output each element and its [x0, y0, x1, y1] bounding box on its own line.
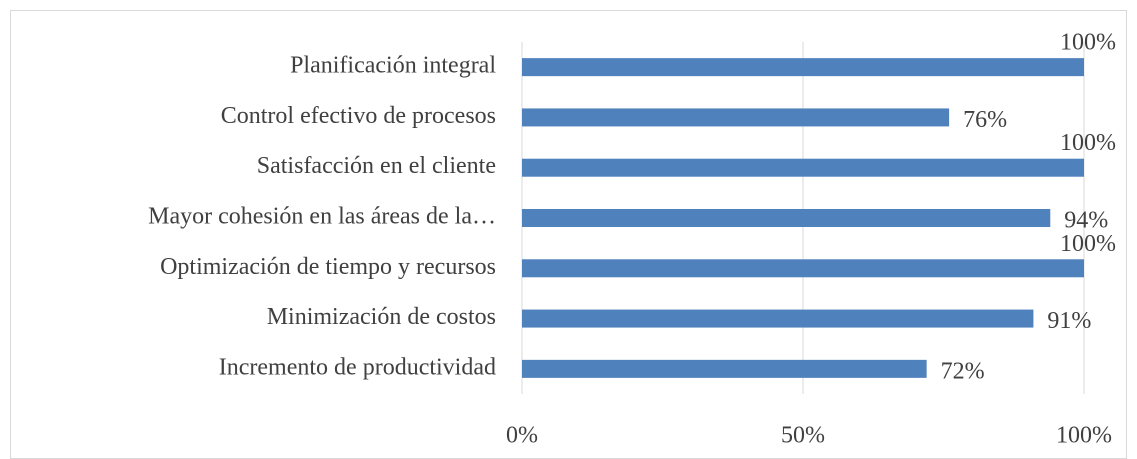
data-label: 100% — [1060, 231, 1116, 257]
data-label: 72% — [941, 358, 985, 384]
y-tick-label: Mayor cohesión en las áreas de la… — [148, 204, 496, 230]
bar — [522, 259, 1084, 278]
y-tick-label: Control efectivo de procesos — [221, 103, 496, 129]
chart-border — [10, 10, 1127, 459]
x-tick-label: 0% — [506, 423, 538, 449]
x-tick-label: 100% — [1056, 423, 1112, 449]
y-tick-label: Satisfacción en el cliente — [257, 153, 496, 179]
bar — [522, 108, 950, 127]
data-label: 76% — [963, 107, 1007, 133]
y-tick-label: Planificación integral — [290, 53, 496, 79]
bar — [522, 209, 1051, 227]
bar — [522, 58, 1084, 77]
x-tick-label: 50% — [781, 423, 825, 449]
bar — [522, 309, 1034, 328]
y-tick-label: Incremento de productividad — [219, 354, 496, 380]
data-label: 100% — [1060, 30, 1116, 56]
data-label: 100% — [1060, 130, 1116, 156]
data-label: 91% — [1047, 308, 1091, 334]
y-tick-label: Minimización de costos — [267, 304, 496, 330]
bar — [522, 359, 927, 378]
y-tick-label: Optimización de tiempo y recursos — [160, 254, 496, 280]
bar — [522, 158, 1084, 177]
data-label: 94% — [1064, 208, 1108, 234]
